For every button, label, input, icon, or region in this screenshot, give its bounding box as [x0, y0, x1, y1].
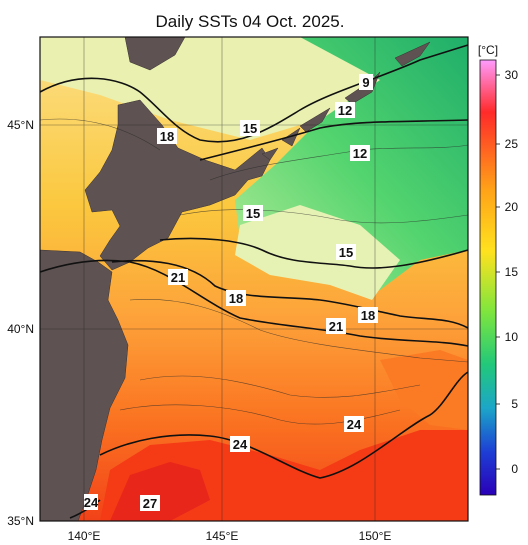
iso-label-12-a: 12 [335, 102, 355, 118]
colorbar-ramp [479, 59, 497, 496]
iso-label-21-a: 21 [168, 269, 188, 285]
colorbar-tick-25: 25 [505, 137, 519, 151]
svg-text:21: 21 [171, 270, 185, 285]
colorbar-tick-0: 0 [511, 462, 518, 476]
iso-label-27: 27 [140, 495, 160, 511]
isotherm-15-line [159, 237, 469, 269]
iso-label-18-b: 18 [358, 307, 378, 323]
hokkaido-island [84, 99, 271, 271]
kuril-island-2 [299, 107, 331, 133]
map-title: Daily SSTs 04 Oct. 2025. [155, 12, 345, 31]
svg-text:24: 24 [347, 417, 362, 432]
svg-text:18: 18 [160, 129, 174, 144]
iso-label-24-b: 24 [230, 436, 250, 452]
isotherm-18-north [39, 44, 469, 143]
lon-label-150: 150°E [359, 529, 392, 543]
colorbar: [°C] 30 25 20 15 10 5 0 [478, 43, 519, 496]
svg-text:24: 24 [233, 437, 248, 452]
lon-label-140: 140°E [68, 529, 101, 543]
svg-text:21: 21 [329, 319, 343, 334]
isotherm-21-line [39, 259, 469, 347]
map-frame [39, 36, 469, 522]
lat-label-35: 35°N [7, 514, 34, 528]
kuril-island-4 [394, 41, 431, 67]
svg-text:12: 12 [353, 146, 367, 161]
colorbar-tick-20: 20 [505, 200, 519, 214]
iso-label-9: 9 [359, 74, 373, 90]
iso-label-12-b: 12 [350, 145, 370, 161]
svg-text:27: 27 [143, 496, 157, 511]
lon-label-145: 145°E [206, 529, 239, 543]
iso-label-15-c: 15 [336, 244, 356, 260]
svg-text:15: 15 [339, 245, 353, 260]
svg-text:18: 18 [361, 308, 375, 323]
svg-text:24: 24 [84, 495, 99, 510]
svg-text:9: 9 [362, 75, 369, 90]
isotherm-12-line [199, 119, 469, 161]
colorbar-unit: [°C] [478, 43, 498, 57]
isotherm-24-line [99, 371, 469, 479]
colorbar-tick-15: 15 [505, 265, 519, 279]
iso-label-24-c: 24 [84, 494, 99, 510]
colorbar-tick-10: 10 [505, 330, 519, 344]
iso-label-24-a: 24 [344, 416, 364, 432]
isotherm-lines [39, 44, 469, 519]
iso-label-15-a: 15 [240, 120, 260, 136]
svg-text:12: 12 [338, 103, 352, 118]
iso-label-18-a: 18 [226, 290, 246, 306]
isotherm-18-line [111, 259, 469, 329]
lat-label-40: 40°N [7, 322, 34, 336]
iso-label-18-north: 18 [157, 128, 177, 144]
kunashir-island [261, 147, 279, 161]
lat-label-45: 45°N [7, 118, 34, 132]
svg-text:15: 15 [246, 206, 260, 221]
colorbar-tick-5: 5 [511, 397, 518, 411]
svg-text:15: 15 [243, 121, 257, 136]
svg-text:18: 18 [229, 291, 243, 306]
colorbar-tick-30: 30 [505, 68, 519, 82]
iso-label-21-b: 21 [326, 318, 346, 334]
iso-label-15-b: 15 [243, 205, 263, 221]
isotherm-label-group: 9 12 12 18 15 15 15 21 18 21 18 24 24 27… [84, 74, 378, 511]
